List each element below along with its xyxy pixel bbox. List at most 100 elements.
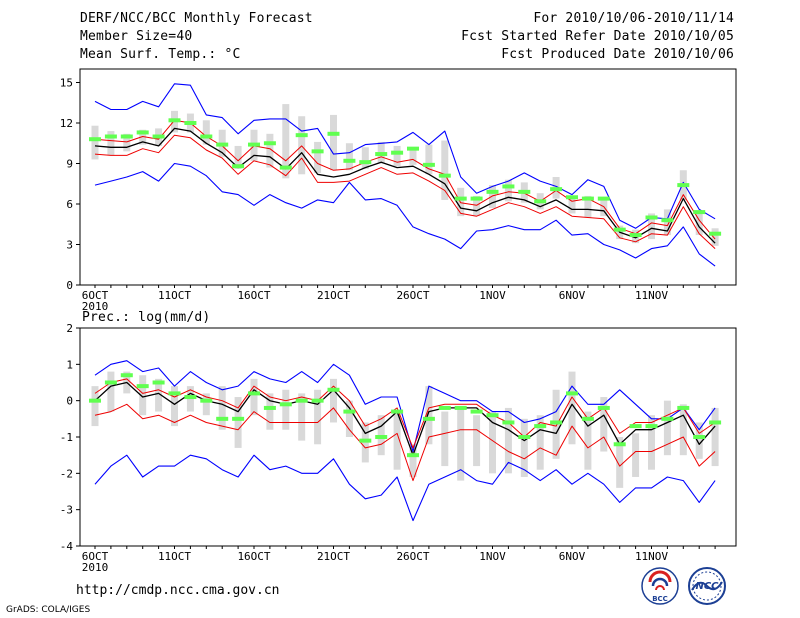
series-upper-line [94, 119, 716, 240]
spread-box [425, 144, 433, 175]
x-tick-label: 16OCT [237, 550, 270, 563]
spread-box [393, 411, 401, 470]
series-lower-line [94, 403, 716, 482]
ensemble-mark [581, 196, 594, 201]
spread-box [298, 116, 306, 175]
ensemble-mark [550, 420, 563, 425]
x-tick-label: 6OCT [82, 289, 109, 302]
fcst-produced-label: Fcst Produced Date 2010/10/06 [501, 47, 734, 62]
x-tick-label: 6NOV [559, 289, 586, 302]
ensemble-mark [613, 442, 626, 447]
ensemble-mark [407, 146, 419, 151]
spread-box [457, 407, 465, 481]
spread-box [345, 143, 353, 171]
ensemble-mark [136, 130, 149, 135]
y-tick-label: 6 [66, 198, 73, 211]
spread-box [218, 386, 226, 430]
y-tick-label: 0 [66, 279, 73, 292]
spread-box [202, 393, 210, 416]
ensemble-mark [645, 215, 658, 220]
plot-area [80, 328, 736, 546]
ensemble-mark [709, 420, 722, 425]
spread-box [568, 371, 576, 445]
ensemble-mark [216, 416, 229, 421]
ensemble-mark [104, 380, 117, 385]
spread-box [298, 393, 306, 441]
x-tick-label: 26OCT [396, 289, 429, 302]
ensemble-mark [263, 405, 276, 410]
ensemble-mark [422, 416, 435, 421]
x-tick-label: 1NOV [479, 289, 506, 302]
ensemble-mark [518, 189, 531, 194]
spread-box [520, 418, 528, 477]
ensemble-mark [295, 133, 308, 138]
spread-box [648, 213, 655, 240]
spread-box [504, 179, 512, 202]
grads-credit: GrADS: COLA/IGES [6, 605, 91, 615]
spread-box [632, 433, 640, 477]
spread-box [330, 378, 337, 423]
ensemble-mark [263, 141, 276, 146]
ensemble-mark [327, 387, 340, 392]
spread-box [441, 140, 449, 200]
spread-box [568, 195, 576, 214]
spread-box [616, 437, 624, 488]
ensemble-mark [279, 402, 292, 407]
ncc-logo-text: NCC [695, 581, 719, 592]
ensemble-mark [120, 134, 133, 139]
ensemble-mark [566, 195, 578, 200]
spread-box [663, 209, 671, 236]
forecast-period-label: For 2010/10/06-2010/11/14 [533, 11, 734, 26]
x-year-label: 2010 [82, 561, 109, 574]
x-tick-label: 16OCT [237, 289, 270, 302]
spread-box [504, 407, 512, 474]
ensemble-mark [581, 416, 594, 421]
spread-box [107, 371, 115, 412]
spread-box [425, 386, 433, 445]
series-max-line [94, 360, 716, 453]
fcst-started-label: Fcst Started Refer Date 2010/10/05 [461, 29, 734, 44]
ensemble-mark [534, 424, 547, 429]
ensemble-mark [104, 134, 117, 139]
spread-box [409, 147, 417, 165]
y-tick-label: 3 [66, 239, 73, 252]
x-tick-label: 21OCT [317, 289, 350, 302]
ensemble-mark [248, 391, 260, 396]
ensemble-mark [407, 453, 419, 458]
spread-box [282, 389, 290, 430]
precipitation-variable-label: Prec.: log(mm/d) [80, 310, 213, 325]
spread-box [695, 210, 703, 236]
y-tick-label: -1 [60, 431, 73, 444]
y-tick-label: 9 [66, 158, 73, 171]
source-url-link[interactable]: http://cmdp.ncc.cma.gov.cn [76, 583, 280, 598]
spread-box [107, 131, 115, 156]
x-tick-label: 11NOV [635, 289, 668, 302]
series-lower-line [94, 134, 716, 249]
ensemble-mark [184, 395, 197, 400]
ensemble-mark [502, 184, 515, 189]
ensemble-mark [470, 409, 483, 414]
temperature-variable-label: Mean Surf. Temp.: °C [80, 47, 241, 62]
spread-box [473, 415, 481, 467]
ensemble-mark [295, 398, 308, 403]
ensemble-mark [709, 231, 722, 236]
spread-box [91, 125, 99, 160]
spread-box [663, 400, 671, 456]
ensemble-mark [375, 152, 388, 157]
series-upper-line [94, 378, 716, 449]
ensemble-mark [311, 398, 324, 403]
spread-box [282, 104, 290, 179]
ensemble-mark [136, 384, 149, 389]
spread-box [648, 415, 655, 470]
ensemble-mark [486, 189, 499, 194]
ensemble-mark [89, 398, 101, 403]
ensemble-mark [629, 424, 642, 429]
ensemble-mark [486, 413, 499, 418]
spread-box [234, 397, 242, 448]
ensemble-mark [200, 134, 213, 139]
spread-box [393, 145, 401, 167]
spread-box [171, 386, 178, 427]
y-tick-label: -2 [60, 467, 73, 480]
